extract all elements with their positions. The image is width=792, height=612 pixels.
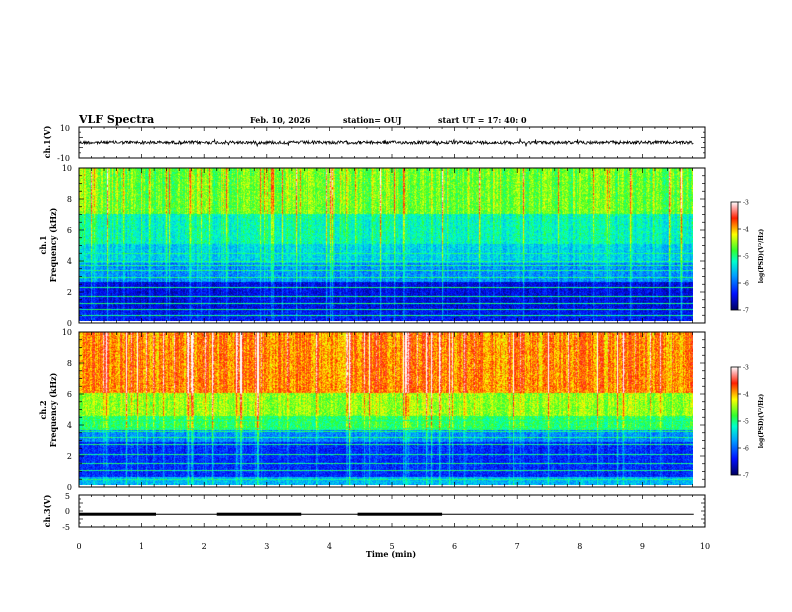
colorbar-tick-label: -5 [743,254,749,261]
ch2-colorbar: -3 -4 -5 -6 -7 log(PSD)(V²/Hz) [730,365,765,480]
colorbar-tick-label: -7 [743,308,749,315]
ch1-spectrogram-channel-label: ch.1 [38,235,48,254]
colorbar-tick-label: -3 [743,200,749,207]
colorbar-tick-label: -5 [743,419,749,426]
time-tick-label: 7 [515,542,520,551]
ch1-spectrogram-ticks [78,167,706,324]
frequency-tick-label: 0 [67,483,72,492]
ch1-spectrogram-panel: 0 2 4 6 8 10 ch.1 Frequency (kHz) [38,164,706,328]
colorbar-tick-label: -7 [743,473,749,480]
ch1-ytick-bottom: -10 [57,154,70,163]
colorbar-tick-label: -4 [743,227,749,234]
colorbar-tick-label: -6 [743,446,749,453]
ch1-ytick-top: 10 [60,124,70,133]
frequency-tick-label: 8 [67,359,72,368]
ch1-spectrogram-image [79,168,693,321]
colorbar-tick-label: -4 [743,392,749,399]
ch1-frequency-axis-label: Frequency (kHz) [48,207,58,282]
time-axis-tick-labels: 0 1 2 3 4 5 6 7 8 9 10 [76,542,710,551]
frequency-tick-label: 2 [67,288,72,297]
frequency-tick-label: 2 [67,452,72,461]
ch1-colorbar: -3 -4 -5 -6 -7 log(PSD)(V²/Hz) [730,200,765,315]
ch3-pulse [357,512,443,516]
frequency-tick-label: 0 [67,319,72,328]
time-tick-label: 6 [452,542,457,551]
colorbar-tick-label: -3 [743,365,749,372]
frequency-tick-label: 8 [67,195,72,204]
ch2-spectrogram-ticks [78,331,706,488]
ch3-ytick-top: 5 [65,492,70,501]
frequency-tick-label: 6 [67,226,72,235]
ch3-tick-marks [78,494,706,528]
ch3-pulse [79,512,156,516]
ch3-ylabel: ch.3(V) [42,494,52,527]
ch1-tick-marks [78,126,706,159]
ch3-ytick-bottom: -5 [62,523,70,532]
station-label: station= OUJ [343,115,402,125]
ch1-waveform-ylabel: ch.1(V) [42,125,52,158]
ch1-frequency-tick-labels: 0 2 4 6 8 10 [62,164,72,328]
ch3-pulses [79,512,443,516]
time-tick-label: 9 [640,542,645,551]
ch1-waveform-trace [78,138,694,148]
time-tick-label: 0 [76,542,81,551]
ch2-spectrogram-panel: 0 2 4 6 8 10 ch.2 Frequency (kHz) [38,328,706,492]
ch1-colorbar-tick-labels: -3 -4 -5 -6 -7 [738,200,749,315]
date-label: Feb. 10, 2026 [250,115,311,125]
ch3-pulse [216,512,302,516]
ch2-frequency-tick-labels: 0 2 4 6 8 10 [62,328,72,492]
frequency-tick-label: 10 [62,164,72,173]
ch2-spectrogram-channel-label: ch.2 [38,400,48,419]
frequency-tick-label: 6 [67,390,72,399]
frequency-tick-label: 4 [67,421,72,430]
ch1-colorbar-label: log(PSD)(V²/Hz) [758,229,765,284]
frequency-tick-label: 10 [62,328,72,337]
ch2-colorbar-tick-labels: -3 -4 -5 -6 -7 [738,365,749,480]
colorbar-tick-label: -6 [743,281,749,288]
time-tick-label: 1 [139,542,144,551]
figure-title: VLF Spectra [78,113,154,126]
frequency-tick-label: 4 [67,257,72,266]
time-tick-label: 3 [264,542,269,551]
time-tick-label: 5 [389,542,394,551]
ch2-colorbar-label: log(PSD)(V²/Hz) [758,394,765,449]
time-tick-label: 10 [700,542,710,551]
ch2-frequency-axis-label: Frequency (kHz) [48,372,58,447]
time-axis-label: Time (min) [366,549,416,559]
time-tick-label: 4 [327,542,332,551]
time-tick-label: 8 [577,542,582,551]
time-tick-label: 2 [202,542,207,551]
ch1-waveform-panel: 10 -10 ch.1(V) [42,124,706,163]
start-time-label: start UT = 17: 40: 0 [438,115,527,125]
ch3-trigger-panel: 5 0 -5 ch.3(V) 0 1 2 3 4 5 6 7 8 9 10 Time (min) [42,492,710,559]
ch3-ytick-middle: 0 [65,507,70,516]
ch2-spectrogram-image [79,332,693,485]
